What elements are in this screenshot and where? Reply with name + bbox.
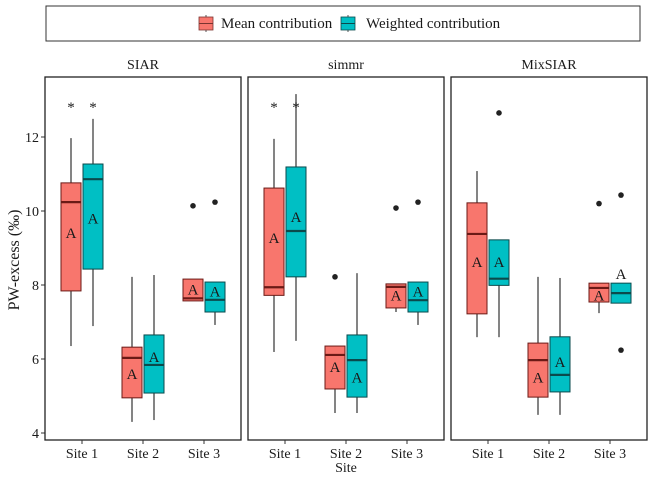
box-weighted-site-1: A: [488, 110, 510, 338]
outlier-point: [596, 200, 602, 207]
box-iqr: [385, 283, 407, 309]
box-weighted-site-3: A: [610, 192, 632, 353]
box-iqr: [407, 281, 429, 313]
significance-letter: A: [533, 371, 544, 387]
box-iqr: [82, 163, 104, 270]
box-iqr: [488, 239, 510, 286]
significance-letter: A: [149, 350, 160, 366]
box-iqr: [466, 202, 488, 315]
significance-letter: A: [188, 282, 199, 298]
box-iqr: [204, 281, 226, 313]
x-tick-label: Site 2: [127, 447, 159, 462]
x-tick-label: Site 1: [269, 447, 301, 462]
box-iqr: [549, 336, 571, 393]
x-tick-label: Site 1: [472, 447, 504, 462]
box-weighted-site-3: A: [407, 199, 429, 325]
y-axis: 4 6 8 10 12: [25, 131, 45, 442]
significance-letter: A: [494, 255, 505, 271]
box-iqr: [324, 345, 346, 390]
significance-star: *: [89, 100, 97, 116]
significance-star: *: [67, 100, 75, 116]
box-weighted-site-2: A: [143, 275, 165, 421]
box-mean-site-3: A: [588, 200, 610, 314]
significance-letter: A: [616, 267, 627, 283]
significance-letter: A: [66, 226, 77, 242]
box-weighted-site-2: A: [549, 277, 571, 415]
significance-letter: A: [269, 231, 280, 247]
box-mean-site-3: A: [385, 205, 407, 313]
significance-letter: A: [291, 210, 302, 226]
box-iqr: [346, 334, 368, 398]
significance-letter: A: [391, 288, 402, 304]
outlier-point: [618, 192, 624, 198]
significance-letter: A: [127, 367, 138, 383]
significance-star: *: [292, 100, 300, 116]
outlier-point: [415, 199, 421, 205]
box-mean-site-1: A*: [60, 100, 82, 347]
outlier-point: [332, 274, 338, 280]
box-iqr: [60, 182, 82, 292]
significance-letter: A: [88, 211, 99, 227]
box-mean-site-2: A: [324, 274, 346, 414]
panel-title: SIAR: [127, 58, 160, 73]
significance-letter: A: [472, 255, 483, 271]
significance-letter: A: [555, 355, 566, 371]
significance-star: *: [270, 100, 278, 116]
box-iqr: [182, 278, 204, 302]
box-iqr: [263, 187, 285, 296]
x-tick-label: Site 2: [533, 447, 565, 462]
significance-letter: A: [594, 288, 605, 304]
y-tick-label: 12: [25, 131, 39, 146]
y-axis-label: PW-excess (‰): [6, 210, 23, 311]
panel-title: simmr: [328, 58, 364, 73]
significance-letter: A: [330, 360, 341, 376]
box-weighted-site-1: A*: [285, 94, 307, 341]
box-iqr: [121, 346, 143, 399]
x-tick-label: Site 3: [188, 447, 220, 462]
outlier-point: [618, 347, 624, 353]
legend-entry-mean: Mean contribution: [198, 15, 333, 32]
panel-title: MixSIAR: [521, 58, 577, 73]
box-weighted-site-1: A*: [82, 100, 104, 327]
outlier-point: [496, 110, 502, 116]
box-mean-site-2: A: [527, 276, 549, 415]
legend-label-mean: Mean contribution: [221, 16, 333, 32]
box-mean-site-1: A*: [263, 100, 285, 352]
outlier-point: [212, 199, 218, 205]
y-tick-label: 10: [25, 205, 39, 220]
box-iqr: [285, 166, 307, 278]
box-weighted-site-3: A: [204, 199, 226, 325]
y-tick-label: 8: [32, 279, 39, 294]
x-tick-label: Site 2: [330, 447, 362, 462]
legend: Mean contribution Weighted contribution: [45, 5, 641, 42]
box-mean-site-2: A: [121, 276, 143, 422]
box-weighted-site-2: A: [346, 273, 368, 414]
box-iqr: [527, 342, 549, 398]
x-tick-label: Site 1: [66, 447, 98, 462]
outlier-point: [190, 203, 196, 209]
significance-letter: A: [210, 285, 221, 301]
outlier-point: [393, 205, 399, 211]
legend-label-weighted: Weighted contribution: [366, 16, 501, 32]
significance-letter: A: [413, 285, 424, 301]
significance-letter: A: [352, 371, 363, 387]
x-tick-label: Site 3: [391, 447, 423, 462]
y-tick-label: 6: [32, 353, 39, 368]
x-tick-label: Site 3: [594, 447, 626, 462]
box-mean-site-3: A: [182, 203, 204, 302]
y-tick-label: 4: [32, 427, 39, 442]
x-axis-label: Site: [335, 461, 357, 476]
legend-entry-weighted: Weighted contribution: [340, 15, 501, 32]
box-mean-site-1: A: [466, 171, 488, 338]
